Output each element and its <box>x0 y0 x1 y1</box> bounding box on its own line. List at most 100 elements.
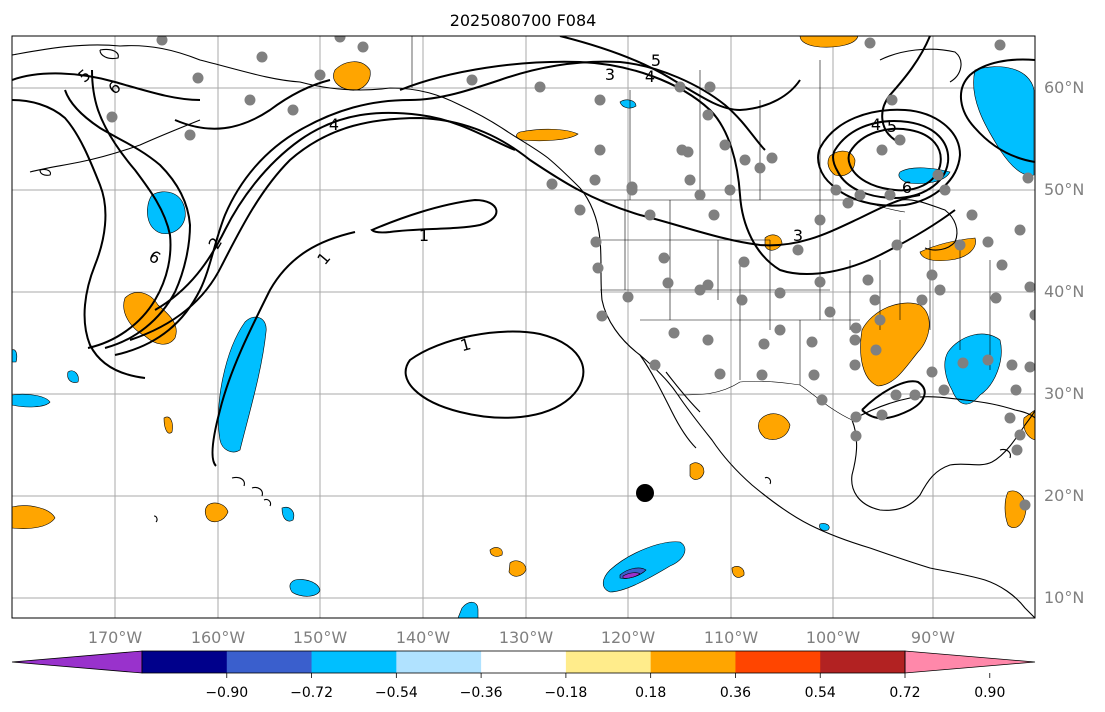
colorbar-tick-label: 0.72 <box>889 685 920 701</box>
great-lakes <box>899 199 958 251</box>
station-dot <box>774 324 786 336</box>
colorbar-segment <box>481 651 567 673</box>
negative-anomaly-region <box>457 601 479 618</box>
station-dot <box>849 334 861 346</box>
lat-label: 10°N <box>1044 588 1084 607</box>
station-dot <box>1029 309 1035 321</box>
station-dot <box>682 146 694 158</box>
contour-label: 3 <box>605 65 615 84</box>
latitude-labels: 60°N 50°N 40°N 30°N 20°N 10°N <box>1044 78 1084 607</box>
station-dot <box>256 51 268 63</box>
lat-label: 60°N <box>1044 78 1084 97</box>
contour-label: 1 <box>419 226 429 245</box>
colorbar-tick-label: −0.54 <box>375 685 418 701</box>
station-dot <box>938 384 950 396</box>
contour-1-subtropical-high <box>404 330 585 419</box>
station-dot <box>909 389 921 401</box>
station-dot <box>592 262 604 274</box>
contour-label: 6 <box>902 178 912 197</box>
station-dot <box>876 409 888 421</box>
station-dot <box>334 36 346 43</box>
station-dot <box>626 181 638 193</box>
colorbar-segment <box>226 651 313 673</box>
station-dot <box>756 369 768 381</box>
station-dot <box>684 174 696 186</box>
colorbar-extend-low <box>11 650 143 674</box>
station-dots <box>106 36 1035 511</box>
station-dot <box>849 359 861 371</box>
state-borders <box>600 200 991 385</box>
island <box>764 476 772 485</box>
station-dot <box>891 239 903 251</box>
station-dot <box>466 74 478 86</box>
contour-label: 4 <box>871 115 881 134</box>
station-dot <box>814 276 826 288</box>
station-dot <box>830 184 842 196</box>
station-dot <box>1024 361 1035 373</box>
station-dot <box>894 134 906 146</box>
contour-label: 1 <box>458 334 473 355</box>
station-dot <box>644 209 656 221</box>
lon-label: 140°W <box>396 628 451 647</box>
station-dot <box>926 269 938 281</box>
station-dot <box>694 189 706 201</box>
colorbar-segment <box>650 651 736 673</box>
station-dot <box>106 111 118 123</box>
colorbar-segment <box>311 651 397 673</box>
lon-label: 110°W <box>704 628 759 647</box>
station-dot <box>658 252 670 264</box>
contour-north-canada <box>559 36 801 112</box>
station-dot <box>939 184 951 196</box>
contour-1-trough-axis <box>211 231 356 467</box>
negative-anomaly-region <box>602 541 686 593</box>
station-dot <box>854 189 866 201</box>
station-dot <box>702 279 714 291</box>
aleutian-chain <box>29 119 201 173</box>
negative-anomaly-region <box>281 507 295 522</box>
colorbar-segment <box>735 651 821 673</box>
station-dot <box>184 129 196 141</box>
station-dot <box>714 368 726 380</box>
contour-1-northeast-pacific <box>370 198 498 234</box>
alaska-coastline <box>12 44 581 189</box>
lat-label: 40°N <box>1044 282 1084 301</box>
station-dot <box>932 169 944 181</box>
positive-anomaly-region <box>333 61 371 91</box>
station-dot <box>824 306 836 318</box>
station-dot <box>806 336 818 348</box>
island <box>99 48 119 60</box>
negative-anomaly-region <box>12 393 51 408</box>
contour-label: 3 <box>793 226 803 245</box>
station-dot <box>590 236 602 248</box>
station-dot <box>926 366 938 378</box>
negative-anomaly-region <box>944 333 1002 405</box>
gulf-coast <box>851 409 1035 511</box>
positive-anomaly-region <box>12 505 56 529</box>
positive-anomaly-region <box>489 547 503 557</box>
station-dot <box>850 322 862 334</box>
lon-label: 160°W <box>191 628 246 647</box>
station-dot <box>934 284 946 296</box>
station-dot <box>546 178 558 190</box>
station-dot <box>574 204 586 216</box>
station-dot <box>694 284 706 296</box>
contour-label: 4 <box>329 115 339 134</box>
contour-east-edge <box>959 58 1035 163</box>
station-dot <box>966 209 978 221</box>
station-dot <box>1014 429 1026 441</box>
station-dot <box>192 72 204 84</box>
station-dot <box>594 94 606 106</box>
station-dot <box>954 239 966 251</box>
station-dot <box>890 389 902 401</box>
contour-outer-west <box>12 99 146 379</box>
height-contours <box>12 36 1035 467</box>
negative-anomaly-region <box>289 579 321 597</box>
contour-3-trough <box>129 116 921 341</box>
anomaly-shading <box>12 36 1035 618</box>
colorbar-extend-high <box>904 650 1036 674</box>
lon-label: 130°W <box>499 628 554 647</box>
station-dot <box>864 37 876 49</box>
positive-anomaly-region <box>799 36 859 48</box>
station-dot <box>814 214 826 226</box>
station-dot <box>314 69 326 81</box>
